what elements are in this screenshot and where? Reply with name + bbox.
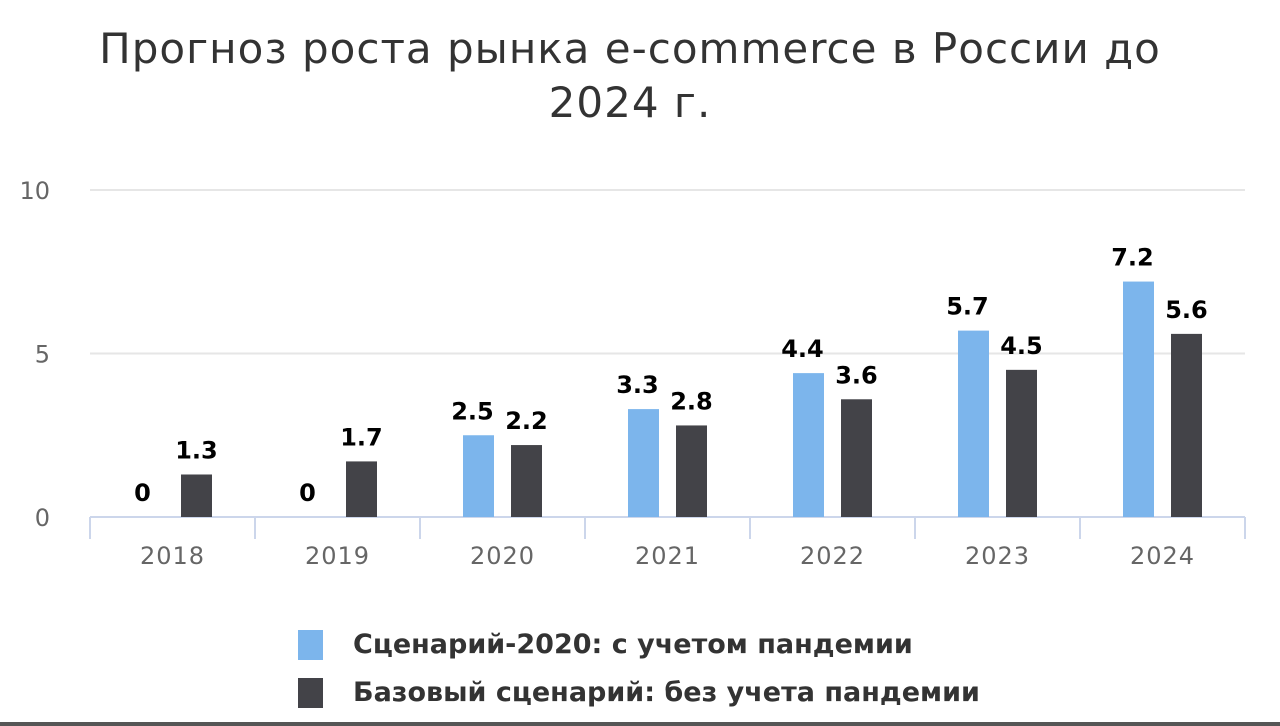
legend-item-base-scenario[interactable]: Базовый сценарий: без учета пандемии bbox=[298, 677, 980, 708]
x-tick-label: 2020 bbox=[470, 542, 535, 570]
legend-swatch-blue bbox=[298, 629, 323, 660]
data-label: 0 bbox=[299, 479, 316, 507]
legend-label: Сценарий-2020: с учетом пандемии bbox=[353, 629, 913, 660]
legend-label: Базовый сценарий: без учета пандемии bbox=[353, 677, 980, 708]
y-tick-label: 5 bbox=[35, 341, 50, 369]
y-tick-label: 10 bbox=[19, 177, 50, 205]
data-label: 3.6 bbox=[835, 361, 878, 389]
bottom-border bbox=[0, 722, 1280, 726]
data-label: 2.8 bbox=[670, 387, 713, 415]
data-label: 3.3 bbox=[616, 371, 659, 399]
bar-base-2023 bbox=[1006, 369, 1037, 517]
x-tick-label: 2023 bbox=[965, 542, 1030, 570]
x-tick-label: 2024 bbox=[1130, 542, 1195, 570]
bar-scenario-2020-2021 bbox=[628, 409, 659, 517]
bar-base-2024 bbox=[1171, 333, 1202, 517]
data-label: 2.2 bbox=[505, 407, 548, 435]
data-label: 1.7 bbox=[340, 423, 383, 451]
bar-base-2022 bbox=[841, 399, 872, 517]
data-label: 2.5 bbox=[451, 397, 494, 425]
bar-scenario-2020-2023 bbox=[958, 330, 989, 517]
bar-base-2020 bbox=[511, 445, 542, 517]
bar-scenario-2020-2022 bbox=[793, 373, 824, 517]
bar-base-2019 bbox=[346, 461, 377, 517]
x-tick-label: 2018 bbox=[140, 542, 205, 570]
x-tick-label: 2019 bbox=[305, 542, 370, 570]
data-label: 4.5 bbox=[1000, 332, 1043, 360]
data-label: 7.2 bbox=[1111, 244, 1154, 272]
bar-base-2021 bbox=[676, 425, 707, 517]
data-label: 5.6 bbox=[1165, 296, 1208, 324]
data-label: 0 bbox=[134, 479, 151, 507]
bar-scenario-2020-2024 bbox=[1123, 281, 1154, 517]
legend-item-scenario-2020[interactable]: Сценарий-2020: с учетом пандемии bbox=[298, 629, 913, 660]
bar-base-2018 bbox=[181, 474, 212, 517]
chart-title: Прогноз роста рынка e-commerce в России … bbox=[99, 24, 1161, 127]
data-label: 4.4 bbox=[781, 335, 824, 363]
x-tick-label: 2021 bbox=[635, 542, 700, 570]
data-label: 1.3 bbox=[175, 436, 218, 464]
bar-scenario-2020-2020 bbox=[463, 435, 494, 517]
legend-swatch-dark bbox=[298, 677, 323, 708]
data-label: 5.7 bbox=[946, 293, 989, 321]
x-tick-label: 2022 bbox=[800, 542, 865, 570]
y-tick-label: 0 bbox=[35, 504, 50, 532]
